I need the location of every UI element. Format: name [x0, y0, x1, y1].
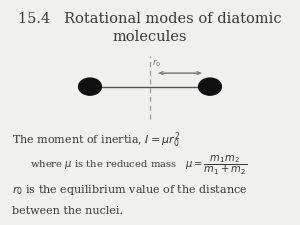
- Text: where $\mu$ is the reduced mass   $\mu = \dfrac{m_1 m_2}{m_1 + m_2}$: where $\mu$ is the reduced mass $\mu = \…: [30, 153, 247, 177]
- Circle shape: [199, 78, 221, 95]
- Text: 15.4   Rotational modes of diatomic: 15.4 Rotational modes of diatomic: [18, 12, 282, 26]
- Text: molecules: molecules: [113, 30, 187, 44]
- Text: The moment of inertia, $I = \mu r_0^2$: The moment of inertia, $I = \mu r_0^2$: [12, 131, 180, 151]
- Text: $r_0$: $r_0$: [152, 57, 161, 69]
- Text: between the nuclei.: between the nuclei.: [12, 207, 123, 216]
- Text: $r_0$ is the equilibrium value of the distance: $r_0$ is the equilibrium value of the di…: [12, 183, 247, 197]
- Circle shape: [79, 78, 101, 95]
